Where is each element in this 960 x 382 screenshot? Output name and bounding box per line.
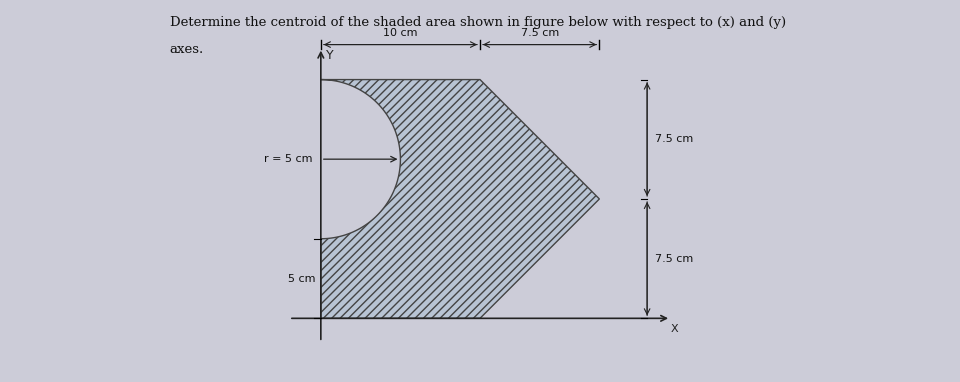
Text: 10 cm: 10 cm bbox=[383, 28, 418, 38]
Text: Determine the centroid of the shaded area shown in figure below with respect to : Determine the centroid of the shaded are… bbox=[170, 16, 785, 29]
Text: r = 5 cm: r = 5 cm bbox=[264, 154, 313, 164]
Text: 7.5 cm: 7.5 cm bbox=[655, 134, 693, 144]
Polygon shape bbox=[321, 79, 599, 318]
Text: 7.5 cm: 7.5 cm bbox=[655, 254, 693, 264]
Text: Y: Y bbox=[325, 49, 333, 62]
Text: 7.5 cm: 7.5 cm bbox=[520, 28, 559, 38]
Text: axes.: axes. bbox=[170, 43, 204, 56]
Text: 5 cm: 5 cm bbox=[288, 274, 316, 283]
Text: X: X bbox=[671, 324, 679, 335]
